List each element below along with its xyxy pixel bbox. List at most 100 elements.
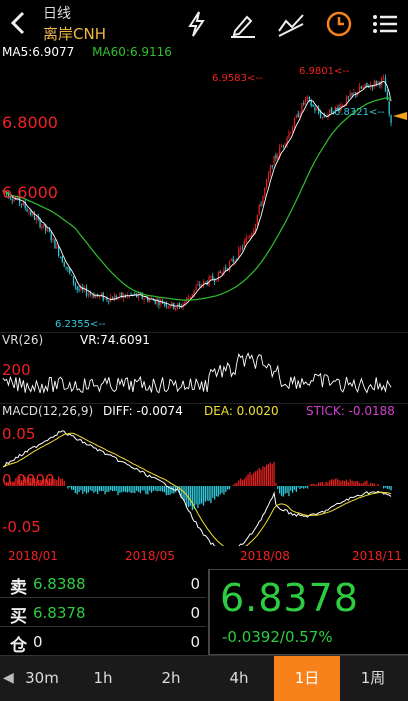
candle: [252, 228, 255, 235]
candle: [379, 80, 381, 89]
tab-1day[interactable]: 1日: [274, 656, 340, 701]
candle: [360, 85, 363, 89]
back-arrow-icon[interactable]: [4, 8, 34, 38]
macd-chart[interactable]: [0, 420, 408, 546]
candle: [264, 187, 266, 199]
divider: [0, 332, 408, 333]
candle: [204, 281, 207, 284]
candle: [35, 214, 38, 224]
candle: [312, 103, 314, 107]
tab-2h[interactable]: 2h: [161, 669, 181, 687]
candle: [314, 105, 316, 114]
candle: [317, 105, 320, 115]
candle: [243, 238, 246, 249]
candle: [330, 107, 333, 114]
tab-30m[interactable]: 30m: [25, 669, 59, 687]
marker-high-left: 6.9583<--: [212, 73, 263, 84]
candlestick-chart[interactable]: [0, 60, 408, 332]
candle: [321, 116, 324, 120]
date-label: 2018/01: [8, 549, 58, 563]
candle: [9, 195, 12, 201]
candle: [249, 234, 251, 239]
candle: [262, 195, 264, 206]
menu-list-icon[interactable]: [370, 9, 400, 39]
candle: [301, 102, 303, 115]
candle: [108, 300, 110, 305]
candle: [265, 178, 268, 190]
pencil-icon[interactable]: [228, 9, 258, 39]
candle: [78, 286, 80, 293]
tab-scroll-left-icon[interactable]: ◀: [3, 670, 14, 686]
candle: [275, 152, 277, 162]
candle: [193, 290, 195, 298]
candle: [323, 112, 325, 119]
macd-dea: DEA: 0.0020: [204, 404, 279, 418]
candle: [48, 226, 51, 233]
date-label: 2018/11: [352, 549, 402, 563]
candle: [70, 274, 73, 276]
candle: [288, 129, 290, 139]
candle: [213, 277, 216, 285]
tab-1h[interactable]: 1h: [93, 669, 113, 687]
header: 日线 离岸CNH: [0, 0, 408, 45]
ma5-line: [2, 80, 392, 308]
buy-qty: 0: [190, 604, 200, 622]
candle: [85, 284, 88, 298]
candle: [280, 143, 283, 148]
candle: [11, 196, 13, 205]
candle: [308, 96, 311, 103]
tab-4h[interactable]: 4h: [229, 669, 249, 687]
candle: [197, 280, 199, 287]
candle: [304, 96, 307, 106]
candle: [316, 106, 318, 111]
candle: [362, 84, 364, 90]
candle: [353, 89, 355, 96]
candle: [239, 245, 242, 253]
last-price-box: 6.8378 -0.0392/0.57%: [208, 569, 408, 655]
marker-high-right: 6.9801<--: [299, 66, 350, 77]
candle: [61, 255, 64, 263]
macd-stick: STICK: -0.0188: [306, 404, 395, 418]
candle: [258, 203, 260, 216]
period-title: 日线: [43, 6, 71, 22]
candle: [273, 155, 275, 166]
vr-axis-label: 200: [2, 361, 31, 379]
candle: [148, 296, 151, 303]
candle: [347, 95, 350, 101]
quote-panel: 卖 6.8388 0 买 6.8378 0 仓 0 0 6.8378 -0.03…: [0, 567, 408, 656]
candle: [366, 82, 368, 88]
last-price: 6.8378: [220, 576, 359, 620]
position-label: 仓: [10, 636, 27, 656]
divider: [0, 403, 408, 404]
candle: [373, 79, 376, 90]
candle: [15, 196, 17, 201]
candle: [293, 117, 296, 130]
ma60-label: MA60:6.9116: [92, 45, 172, 59]
sell-label: 卖: [10, 578, 27, 598]
candle: [91, 293, 93, 300]
candle: [100, 291, 103, 298]
candle: [228, 259, 231, 273]
sell-row: 卖 6.8388 0: [0, 569, 206, 598]
vr-value: VR:74.6091: [80, 333, 150, 347]
candle: [28, 209, 30, 216]
tab-1week[interactable]: 1周: [360, 669, 386, 687]
candle: [238, 245, 240, 260]
lightning-icon[interactable]: [182, 9, 212, 39]
candle: [187, 294, 190, 300]
clock-icon[interactable]: [324, 9, 354, 39]
buy-price: 6.8378: [33, 604, 86, 622]
vr-chart[interactable]: [0, 347, 408, 403]
candle: [212, 272, 214, 280]
indicator-line-icon[interactable]: [276, 9, 306, 39]
candle: [358, 82, 361, 93]
candle: [355, 91, 357, 98]
candle: [52, 237, 54, 243]
candle: [54, 239, 56, 249]
candle: [161, 298, 164, 304]
candle: [109, 294, 112, 303]
candle: [230, 258, 233, 262]
candle: [290, 131, 292, 135]
candle: [306, 95, 309, 102]
candle: [232, 255, 234, 264]
